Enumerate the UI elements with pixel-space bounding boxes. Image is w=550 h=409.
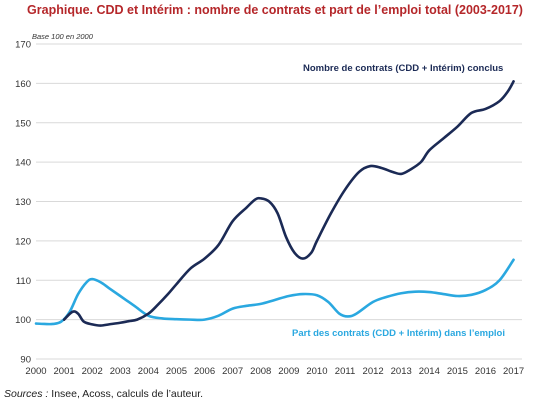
x-tick-label: 2009 (278, 366, 299, 377)
x-tick-label: 2002 (82, 366, 103, 377)
y-tick-label: 120 (15, 236, 31, 247)
x-tick-label: 2014 (419, 366, 440, 377)
x-tick-label: 2006 (194, 366, 215, 377)
sources-text: Insee, Acoss, calculs de l’auteur. (48, 388, 204, 400)
y-tick-label: 160 (15, 79, 31, 90)
x-tick-label: 2013 (391, 366, 412, 377)
x-tick-label: 2007 (222, 366, 243, 377)
x-tick-label: 2005 (166, 366, 187, 377)
sources-label: Sources : (4, 388, 49, 400)
y-tick-label: 110 (16, 276, 31, 287)
x-tick-label: 2010 (306, 366, 327, 377)
y-tick-label: 140 (15, 158, 31, 169)
x-tick-label: 2011 (335, 366, 355, 377)
y-tick-label: 130 (15, 197, 31, 208)
x-tick-label: 2015 (447, 366, 468, 377)
x-tick-label: 2001 (54, 366, 75, 377)
y-tick-label: 90 (20, 355, 31, 366)
x-tick-label: 2008 (250, 366, 271, 377)
series-line-contracts (62, 80, 515, 327)
x-tick-label: 2017 (503, 366, 524, 377)
series-line-share (34, 258, 515, 326)
base-note: Base 100 en 2000 (32, 32, 93, 41)
y-tick-label: 170 (15, 40, 31, 51)
series-label-share: Part des contrats (CDD + Intérim) dans l… (292, 328, 505, 339)
x-tick-label: 2004 (138, 366, 159, 377)
y-tick-label: 150 (15, 118, 31, 129)
x-tick-label: 2000 (25, 366, 46, 377)
series-label-contracts: Nombre de contrats (CDD + Intérim) concl… (303, 63, 503, 74)
x-tick-label: 2012 (363, 366, 384, 377)
x-tick-label: 2003 (110, 366, 131, 377)
y-tick-label: 100 (15, 315, 31, 326)
chart-title: Graphique. CDD et Intérim : nombre de co… (27, 3, 523, 17)
x-tick-label: 2016 (475, 366, 496, 377)
sources-note: Sources : Insee, Acoss, calculs de l’aut… (4, 388, 203, 400)
